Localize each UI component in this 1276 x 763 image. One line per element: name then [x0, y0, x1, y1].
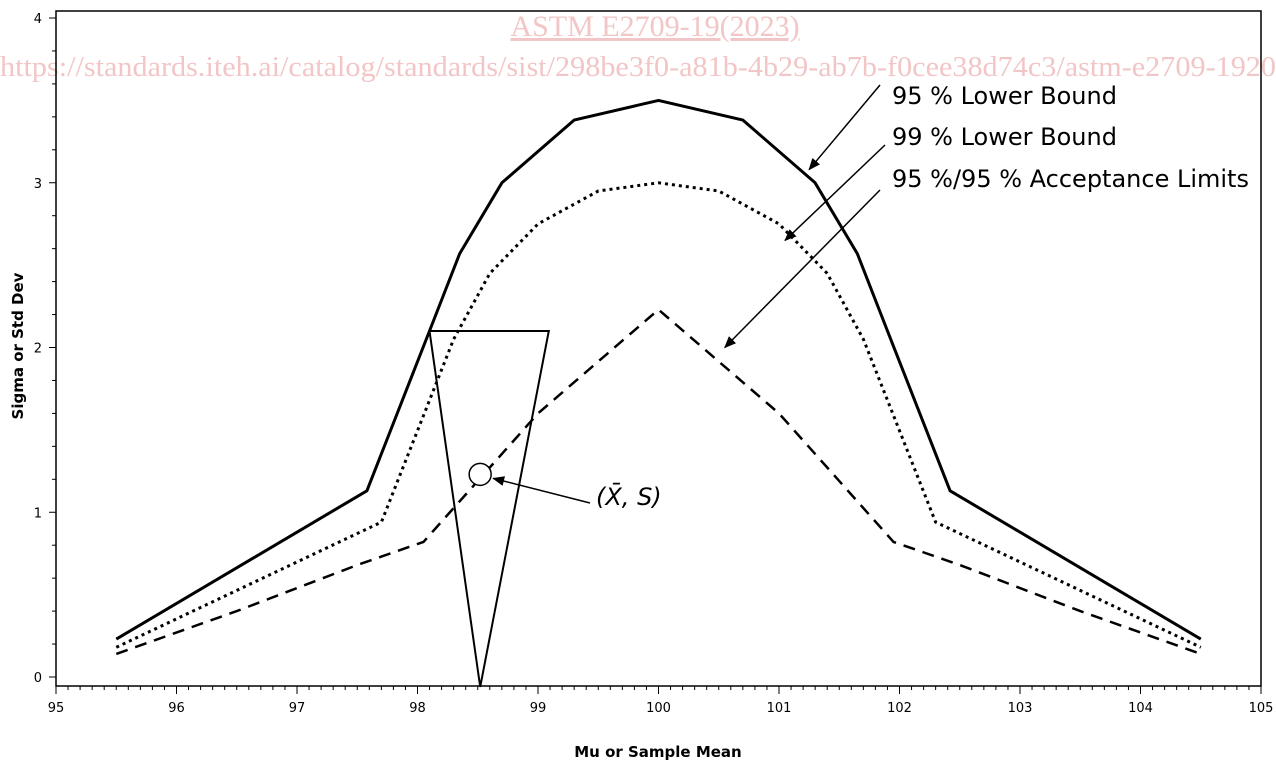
x-axis-title: Mu or Sample Mean	[574, 743, 741, 761]
x-tick-label: 103	[1008, 701, 1033, 716]
annotation-arrow	[784, 144, 886, 242]
annotation-arrow	[724, 189, 881, 349]
sample-point-label: (X̄, S)	[596, 482, 662, 511]
sample-point-arrow	[492, 476, 591, 504]
y-axis-title: Sigma or Std Dev	[9, 272, 27, 419]
series-line-dotted	[115, 181, 1202, 649]
watermark: ASTM E2709-19(2023) https://standards.it…	[0, 10, 1276, 83]
watermark-line2: https://standards.iteh.ai/catalog/standa…	[0, 52, 1276, 83]
x-tick-label: 96	[168, 701, 185, 716]
watermark-line1: ASTM E2709-19(2023)	[510, 10, 799, 43]
x-tick-label: 98	[409, 701, 426, 716]
series-line-dashed	[115, 308, 1202, 656]
y-tick-label: 3	[34, 177, 42, 192]
annotation-label: 95 % Lower Bound	[892, 82, 1117, 110]
x-tick-label: 100	[646, 701, 671, 716]
y-tick-label: 2	[34, 342, 42, 357]
acceptance-triangle	[428, 330, 551, 688]
annotation-group: 95 % Lower Bound 99 % Lower Bound 95 %/95 …	[428, 82, 1249, 688]
x-tick-label: 104	[1128, 701, 1153, 716]
axes: 95 96 97 98 99 100 101 102 103 104 105 0 1 2 3 4	[34, 12, 1274, 716]
y-tick-label: 4	[34, 12, 42, 27]
x-tick-label: 101	[767, 701, 792, 716]
sample-point-marker	[468, 462, 492, 487]
annotation-label: 95 %/95 % Acceptance Limits	[892, 165, 1249, 193]
annotation-label: 99 % Lower Bound	[892, 123, 1117, 151]
x-tick-label: 95	[48, 701, 65, 716]
x-tick-label: 99	[530, 701, 547, 716]
x-tick-label: 97	[289, 701, 306, 716]
annotation-arrow	[808, 84, 881, 171]
x-tick-label: 102	[887, 701, 912, 716]
x-tick-label: 105	[1249, 701, 1274, 716]
y-tick-label: 0	[34, 671, 42, 686]
plot-area	[55, 10, 1262, 687]
y-tick-label: 1	[34, 506, 42, 521]
